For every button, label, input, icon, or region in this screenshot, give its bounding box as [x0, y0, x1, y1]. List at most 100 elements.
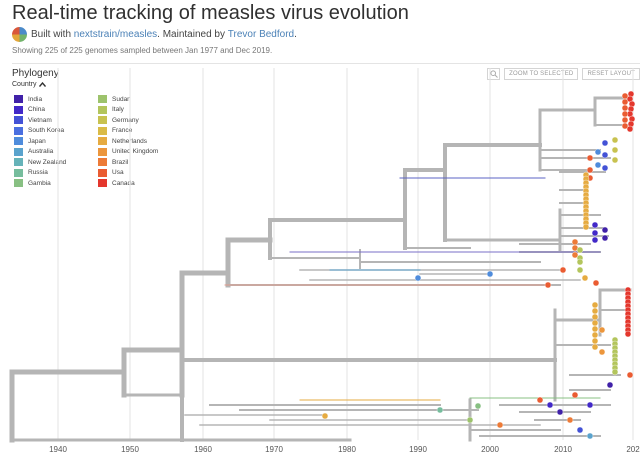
legend-label: Gambia — [28, 179, 51, 187]
nextstrain-logo-icon[interactable] — [12, 26, 27, 42]
tip-canada[interactable] — [626, 125, 634, 133]
legend-item-vietnam[interactable]: Vietnam — [14, 115, 66, 126]
tip-india[interactable] — [601, 234, 609, 242]
tip-netherlands[interactable] — [591, 307, 599, 315]
tip-usa[interactable] — [544, 281, 552, 289]
tip-italy[interactable] — [576, 258, 584, 266]
tip-usa[interactable] — [586, 166, 594, 174]
legend-item-australia[interactable]: Australia — [14, 147, 66, 158]
legend-item-united-kingdom[interactable]: United Kingdom — [98, 147, 158, 158]
tip-brazil[interactable] — [496, 421, 504, 429]
maintainer-link[interactable]: Trevor Bedford — [227, 28, 295, 40]
legend-swatch — [98, 137, 107, 146]
tip-italy[interactable] — [611, 368, 619, 376]
tip-sudan[interactable] — [466, 416, 474, 424]
tip-netherlands[interactable] — [591, 325, 599, 333]
legend-item-brazil[interactable]: Brazil — [98, 157, 158, 168]
tip-india[interactable] — [606, 381, 614, 389]
tip-japan[interactable] — [594, 161, 602, 169]
tip-japan[interactable] — [486, 270, 494, 278]
tip-usa[interactable] — [536, 396, 544, 404]
tip-brazil[interactable] — [571, 238, 579, 246]
tip-netherlands[interactable] — [591, 313, 599, 321]
legend-item-germany[interactable]: Germany — [98, 115, 158, 126]
tip-india[interactable] — [601, 226, 609, 234]
tip-netherlands[interactable] — [591, 343, 599, 351]
axis-tick-label: 202 — [626, 445, 640, 454]
zoom-to-selected-button[interactable]: ZOOM TO SELECTED — [504, 68, 579, 80]
legend-header[interactable]: Country — [12, 81, 46, 88]
legend-item-russia[interactable]: Russia — [14, 168, 66, 179]
legend-item-france[interactable]: France — [98, 126, 158, 137]
tip-usa[interactable] — [621, 104, 629, 112]
legend-label: South Korea — [28, 127, 65, 135]
tip-usa[interactable] — [621, 116, 629, 124]
tip-germany[interactable] — [611, 156, 619, 164]
tip-united-kingdom[interactable] — [598, 326, 606, 334]
legend-item-new-zealand[interactable]: New Zealand — [14, 157, 66, 168]
tip-vietnam[interactable] — [576, 426, 584, 434]
tip-germany[interactable] — [611, 146, 619, 154]
legend-item-japan[interactable]: Japan — [14, 136, 66, 147]
legend-label: Japan — [28, 137, 46, 145]
tip-usa[interactable] — [621, 122, 629, 130]
tip-china[interactable] — [591, 229, 599, 237]
tip-germany[interactable] — [611, 136, 619, 144]
nextstrain-measles-link[interactable]: nextstrain/measles — [73, 28, 158, 40]
legend-label: Germany — [112, 116, 139, 124]
tip-japan[interactable] — [594, 148, 602, 156]
tip-netherlands[interactable] — [582, 223, 590, 231]
tip-china[interactable] — [591, 236, 599, 244]
tree-toolbar: ZOOM TO SELECTED RESET LAYOUT — [487, 68, 640, 80]
tip-netherlands[interactable] — [591, 301, 599, 309]
tip-vietnam[interactable] — [601, 139, 609, 147]
tip-italy[interactable] — [576, 266, 584, 274]
legend-swatch — [14, 147, 23, 156]
legend-item-china[interactable]: China — [14, 105, 66, 116]
tip-vietnam[interactable] — [601, 164, 609, 172]
tip-netherlands[interactable] — [321, 412, 329, 420]
legend-item-canada[interactable]: Canada — [98, 178, 158, 189]
tip-vietnam[interactable] — [601, 151, 609, 159]
tip-usa[interactable] — [621, 92, 629, 100]
legend-item-sudan[interactable]: Sudan — [98, 94, 158, 105]
tip-brazil[interactable] — [571, 251, 579, 259]
tip-usa[interactable] — [586, 154, 594, 162]
tip-usa[interactable] — [571, 391, 579, 399]
legend-item-italy[interactable]: Italy — [98, 105, 158, 116]
tip-italy[interactable] — [576, 246, 584, 254]
tree-tips — [321, 90, 636, 440]
tip-usa[interactable] — [621, 110, 629, 118]
legend-item-south-korea[interactable]: South Korea — [14, 126, 66, 137]
tip-australia[interactable] — [586, 432, 594, 440]
legend-item-gambia[interactable]: Gambia — [14, 178, 66, 189]
reset-layout-button[interactable]: RESET LAYOUT — [582, 68, 640, 80]
tip-brazil[interactable] — [566, 416, 574, 424]
legend-swatch — [14, 95, 23, 104]
tip-russia[interactable] — [436, 406, 444, 414]
tip-japan[interactable] — [414, 274, 422, 282]
legend-swatch — [14, 137, 23, 146]
legend-item-usa[interactable]: Usa — [98, 168, 158, 179]
tip-netherlands[interactable] — [581, 274, 589, 282]
tip-china[interactable] — [586, 401, 594, 409]
tip-gambia[interactable] — [474, 402, 482, 410]
tip-usa[interactable] — [621, 98, 629, 106]
tip-usa[interactable] — [592, 279, 600, 287]
legend-swatch — [98, 126, 107, 135]
legend-label: France — [112, 127, 133, 135]
tip-usa[interactable] — [626, 371, 634, 379]
tip-netherlands[interactable] — [591, 337, 599, 345]
chevron-up-icon[interactable] — [38, 82, 46, 87]
tip-china[interactable] — [591, 221, 599, 229]
tip-india[interactable] — [556, 408, 564, 416]
tip-netherlands[interactable] — [591, 331, 599, 339]
tip-netherlands[interactable] — [591, 319, 599, 327]
legend-label: Sudan — [112, 95, 131, 103]
tip-united-kingdom[interactable] — [598, 348, 606, 356]
tip-china[interactable] — [546, 401, 554, 409]
tip-usa[interactable] — [559, 266, 567, 274]
tip-canada[interactable] — [624, 330, 632, 338]
legend-item-india[interactable]: India — [14, 94, 66, 105]
